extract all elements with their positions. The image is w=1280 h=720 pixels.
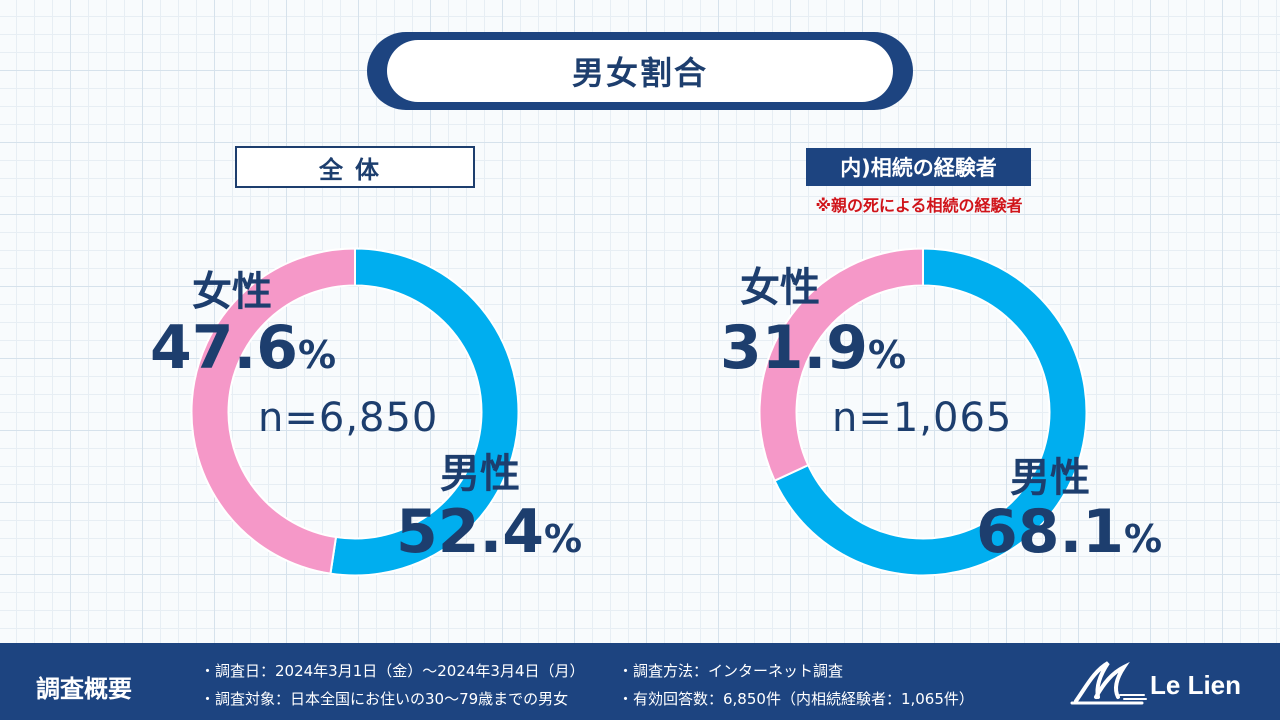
male-label-inheritance: 男性 [1010,455,1090,501]
female-pct-all: 47.6 [150,313,299,383]
male-label-all: 男性 [440,451,520,497]
logo-text: Le Lien [1150,670,1242,700]
donut-chart-all [190,247,520,577]
page-title: 男女割合 [387,40,893,102]
donut-slice-male [329,247,520,577]
male-unit-all: % [544,517,583,561]
female-pct-inheritance: 31.9 [720,313,869,383]
le-lien-logo: Le Lien [1068,657,1264,709]
center-label-all: n=6,850 [258,395,439,441]
logo-mark-icon [1070,661,1147,705]
female-value-inheritance: 31.9% [720,318,906,378]
panel-label-inheritance: 内)相続の経験者 [806,148,1031,186]
footer-line-target: ・調査対象：日本全国にお住いの30～79歳までの男女 [200,690,569,708]
panel-label-all: 全体 [235,146,475,188]
footer-title: 調査概要 [36,675,132,703]
panel-note: ※親の死による相続の経験者 [815,196,1023,215]
female-label-inheritance: 女性 [740,265,820,311]
male-value-inheritance: 68.1% [976,502,1162,562]
footer-line-responses: ・有効回答数：6,850件（内相続経験者：1,065件） [618,690,974,708]
title-banner: 男女割合 [367,32,913,110]
female-label-all: 女性 [192,269,272,315]
footer-line-date: ・調査日：2024年3月1日（金）～2024年3月4日（月） [200,662,585,680]
male-unit-inheritance: % [1124,517,1163,561]
female-unit-inheritance: % [868,333,907,377]
male-value-all: 52.4% [396,502,582,562]
donut-slice-male [773,247,1088,577]
donut-chart-inheritance [758,247,1088,577]
male-pct-all: 52.4 [396,497,545,567]
male-pct-inheritance: 68.1 [976,497,1125,567]
donut-slice-female [190,247,356,575]
female-value-all: 47.6% [150,318,336,378]
center-label-inheritance: n=1,065 [832,395,1013,441]
footer-line-method: ・調査方法：インターネット調査 [618,662,844,680]
female-unit-all: % [298,333,337,377]
donut-slice-female [758,247,924,483]
survey-footer: 調査概要 ・調査日：2024年3月1日（金）～2024年3月4日（月） ・調査対… [0,643,1280,720]
